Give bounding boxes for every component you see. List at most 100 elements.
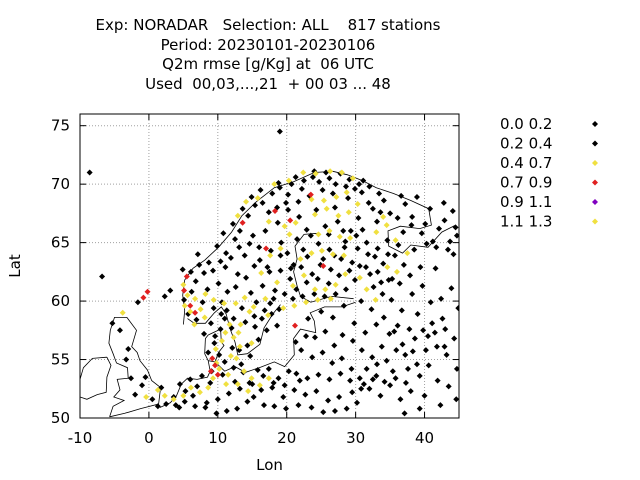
station-point-series-0 bbox=[217, 326, 224, 333]
station-point-series-1 bbox=[389, 275, 396, 282]
station-point-series-0 bbox=[196, 261, 203, 268]
station-point-series-1 bbox=[356, 263, 363, 269]
station-point-series-2 bbox=[289, 282, 296, 289]
station-point-series-0 bbox=[283, 199, 290, 206]
title-line-3: Q2m rmse [g/Kg] at 06 UTC bbox=[162, 55, 374, 73]
station-point-series-1 bbox=[246, 240, 253, 247]
x-tick-label: -10 bbox=[68, 429, 93, 447]
station-point-series-0 bbox=[322, 328, 329, 335]
station-point-series-0 bbox=[402, 351, 409, 358]
station-point-series-2 bbox=[326, 227, 333, 234]
station-point-series-0 bbox=[309, 174, 316, 181]
station-point-series-0 bbox=[264, 264, 271, 271]
station-point-series-2 bbox=[311, 211, 318, 218]
station-point-series-0 bbox=[416, 405, 423, 412]
station-point-series-2 bbox=[218, 337, 225, 344]
station-point-series-0 bbox=[290, 261, 297, 268]
station-point-series-0 bbox=[400, 261, 407, 268]
station-point-series-0 bbox=[236, 227, 243, 234]
station-point-series-0 bbox=[292, 174, 299, 181]
station-point-series-2 bbox=[241, 294, 248, 301]
x-axis-label: Lon bbox=[256, 456, 283, 474]
station-point-series-1 bbox=[374, 245, 381, 252]
station-point-series-0 bbox=[351, 277, 358, 284]
station-point-series-1 bbox=[363, 239, 370, 246]
station-point-series-2 bbox=[236, 343, 243, 350]
station-point-series-0 bbox=[313, 206, 320, 213]
station-point-series-0 bbox=[300, 246, 307, 253]
station-point-series-0 bbox=[411, 246, 418, 253]
station-point-series-0 bbox=[347, 227, 354, 234]
station-point-series-0 bbox=[287, 275, 294, 282]
station-point-series-1 bbox=[341, 244, 348, 251]
station-point-series-0 bbox=[99, 273, 106, 280]
station-point-series-0 bbox=[453, 396, 459, 403]
station-point-series-1 bbox=[176, 404, 183, 411]
x-tick-label: 40 bbox=[415, 429, 434, 447]
station-point-series-0 bbox=[340, 227, 347, 234]
station-point-series-1 bbox=[347, 377, 354, 384]
station-point-series-0 bbox=[194, 383, 201, 390]
station-point-series-0 bbox=[373, 218, 380, 225]
station-point-series-1 bbox=[190, 392, 197, 399]
station-point-series-1 bbox=[422, 347, 429, 354]
station-point-series-1 bbox=[281, 291, 288, 298]
axis-ticks: -10 0 10 20 30 40 50 55 60 65 70 75 bbox=[51, 114, 459, 447]
station-point-series-2 bbox=[291, 302, 298, 309]
station-point-series-2 bbox=[262, 295, 269, 302]
legend-entry-label: 1.1 1.3 bbox=[500, 213, 552, 231]
coastline bbox=[79, 356, 112, 400]
station-point-series-2 bbox=[154, 386, 161, 393]
station-point-series-0 bbox=[351, 320, 358, 327]
station-point-series-0 bbox=[342, 238, 349, 245]
y-tick-label: 60 bbox=[51, 292, 70, 310]
station-point-series-2 bbox=[335, 212, 342, 219]
station-point-series-0 bbox=[214, 396, 221, 403]
station-point-series-2 bbox=[281, 223, 288, 230]
station-point-series-2 bbox=[216, 365, 223, 372]
station-point-series-2 bbox=[181, 302, 188, 309]
station-point-series-0 bbox=[327, 266, 334, 273]
station-point-series-0 bbox=[329, 360, 336, 367]
station-point-series-0 bbox=[356, 375, 363, 382]
station-point-series-1 bbox=[337, 370, 344, 377]
station-point-series-0 bbox=[387, 210, 394, 217]
station-point-series-2 bbox=[256, 382, 263, 389]
station-point-series-1 bbox=[287, 265, 294, 272]
station-point-series-0 bbox=[307, 232, 314, 239]
station-point-series-1 bbox=[320, 255, 327, 262]
station-point-series-1 bbox=[326, 175, 333, 182]
station-point-series-2 bbox=[380, 213, 387, 220]
station-point-series-0 bbox=[127, 375, 134, 382]
station-point-series-2 bbox=[372, 296, 379, 303]
station-point-series-0 bbox=[378, 343, 385, 350]
station-point-series-0 bbox=[86, 169, 93, 176]
station-point-series-1 bbox=[218, 310, 225, 317]
station-point-series-2 bbox=[336, 233, 343, 240]
station-point-series-2 bbox=[320, 197, 327, 204]
station-point-series-2 bbox=[187, 384, 194, 391]
station-point-series-1 bbox=[304, 375, 311, 382]
station-point-series-0 bbox=[125, 346, 132, 353]
station-point-series-0 bbox=[272, 287, 279, 294]
station-point-series-0 bbox=[383, 357, 390, 364]
station-point-series-0 bbox=[181, 296, 188, 303]
station-point-series-0 bbox=[326, 246, 333, 253]
station-point-series-2 bbox=[245, 388, 252, 395]
y-tick-label: 50 bbox=[51, 409, 70, 427]
station-point-series-2 bbox=[347, 234, 354, 241]
station-point-series-2 bbox=[373, 229, 380, 236]
station-point-series-0 bbox=[239, 205, 246, 212]
station-point-series-0 bbox=[236, 385, 243, 392]
station-point-series-0 bbox=[340, 302, 347, 309]
station-point-series-0 bbox=[453, 365, 459, 372]
station-point-series-0 bbox=[205, 259, 212, 266]
station-point-series-0 bbox=[331, 342, 338, 349]
station-point-series-0 bbox=[285, 368, 292, 375]
station-point-series-0 bbox=[384, 237, 391, 244]
station-point-series-0 bbox=[277, 252, 284, 259]
station-point-series-1 bbox=[378, 279, 385, 286]
station-point-series-2 bbox=[230, 334, 237, 341]
y-tick-label: 65 bbox=[51, 234, 70, 252]
y-axis-label: Lat bbox=[6, 254, 24, 278]
